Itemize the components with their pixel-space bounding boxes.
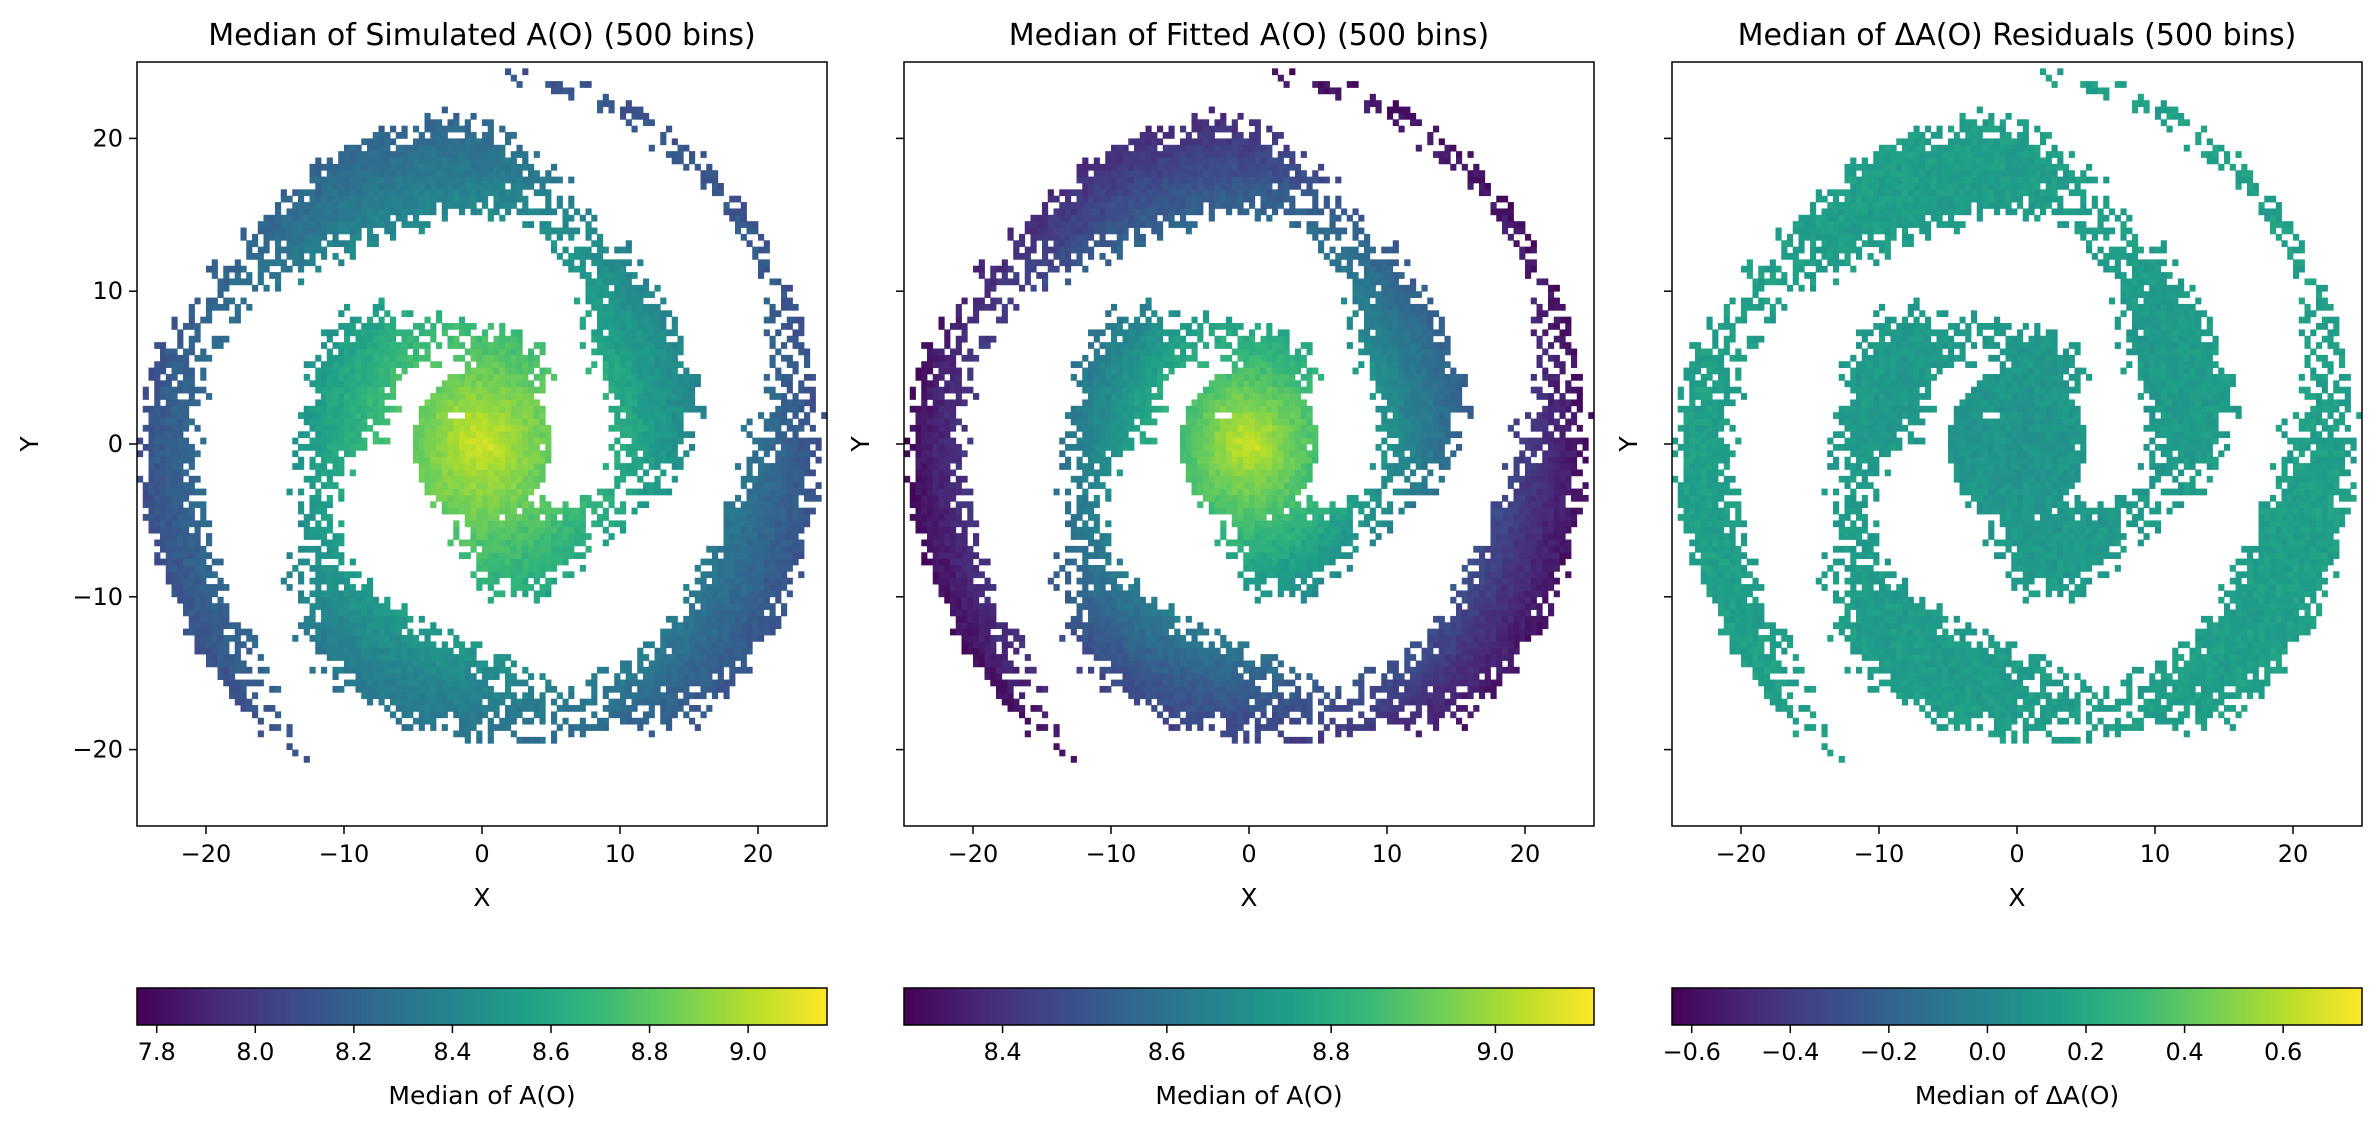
colorbar-tick-label: 0.2 — [2067, 1038, 2105, 1066]
panel-2: Median of Fitted A(O) (500 bins) −20 −10 0 1… — [846, 18, 1595, 1110]
y-axis-label: Y — [846, 436, 875, 453]
y-axis-label: Y — [1614, 436, 1643, 453]
colorbar-tick-label: 8.8 — [1312, 1038, 1350, 1066]
colorbar-tick-label: 8.4 — [983, 1038, 1021, 1066]
chart-title: Median of Simulated A(O) (500 bins) — [208, 18, 756, 53]
colorbar-tick-label: 8.2 — [335, 1038, 373, 1066]
x-tick-label: −20 — [181, 840, 232, 868]
colorbar-tick-label: −0.6 — [1663, 1038, 1721, 1066]
colorbar — [1671, 987, 2363, 1026]
chart-title: Median of Fitted A(O) (500 bins) — [1009, 18, 1489, 53]
heatmap-cells — [137, 68, 827, 763]
x-tick-label: 20 — [743, 840, 774, 868]
colorbar-tick-label: 9.0 — [729, 1038, 767, 1066]
x-tick-label: −20 — [1716, 840, 1767, 868]
x-tick-label: −10 — [1854, 840, 1905, 868]
colorbar — [136, 987, 828, 1026]
x-tick-label: 0 — [474, 840, 489, 868]
x-tick-label: 20 — [1510, 840, 1541, 868]
y-tick-label: −10 — [72, 583, 123, 611]
y-axis-label: Y — [15, 436, 44, 453]
colorbar-label: Median of A(O) — [388, 1081, 575, 1110]
heatmap-cells — [904, 68, 1594, 763]
x-tick-label: 0 — [2009, 840, 2024, 868]
x-tick-label: 10 — [1372, 840, 1403, 868]
colorbar-tick-label: 8.0 — [236, 1038, 274, 1066]
x-tick-label: −10 — [1086, 840, 1137, 868]
panel-1: Median of Simulated A(O) (500 bins) −20 −1… — [15, 18, 828, 1110]
y-tick-label: 20 — [92, 124, 123, 152]
colorbar-label: Median of ΔA(O) — [1915, 1081, 2119, 1110]
y-tick-label: 0 — [108, 430, 123, 458]
colorbar-tick-label: 8.4 — [433, 1038, 471, 1066]
colorbar-tick-label: −0.4 — [1761, 1038, 1819, 1066]
x-axis-label: X — [473, 883, 490, 912]
colorbar-tick-label: −0.2 — [1860, 1038, 1918, 1066]
colorbar-tick-label: 0.6 — [2264, 1038, 2302, 1066]
colorbar-tick-label: 8.8 — [630, 1038, 668, 1066]
colorbar-tick-label: 0.0 — [1968, 1038, 2006, 1066]
heatmap-cells — [1672, 68, 2362, 763]
x-axis-label: X — [2008, 883, 2025, 912]
colorbar-tick-label: 7.8 — [138, 1038, 176, 1066]
x-axis-label: X — [1240, 883, 1257, 912]
x-tick-label: 0 — [1241, 840, 1256, 868]
colorbar-tick-label: 9.0 — [1476, 1038, 1514, 1066]
colorbar-tick-label: 8.6 — [532, 1038, 570, 1066]
y-tick-label: 10 — [92, 277, 123, 305]
y-tick-label: −20 — [72, 736, 123, 764]
colorbar — [903, 987, 1595, 1026]
chart-title: Median of ΔA(O) Residuals (500 bins) — [1738, 18, 2297, 53]
x-tick-label: 10 — [2140, 840, 2171, 868]
panel-3: Median of ΔA(O) Residuals (500 bins) −20 −… — [1614, 18, 2363, 1110]
x-tick-label: 10 — [605, 840, 636, 868]
colorbar-tick-label: 0.4 — [2165, 1038, 2203, 1066]
x-tick-label: −20 — [948, 840, 999, 868]
x-tick-label: −10 — [319, 840, 370, 868]
colorbar-tick-label: 8.6 — [1148, 1038, 1186, 1066]
x-tick-label: 20 — [2278, 840, 2309, 868]
colorbar-label: Median of A(O) — [1155, 1081, 1342, 1110]
